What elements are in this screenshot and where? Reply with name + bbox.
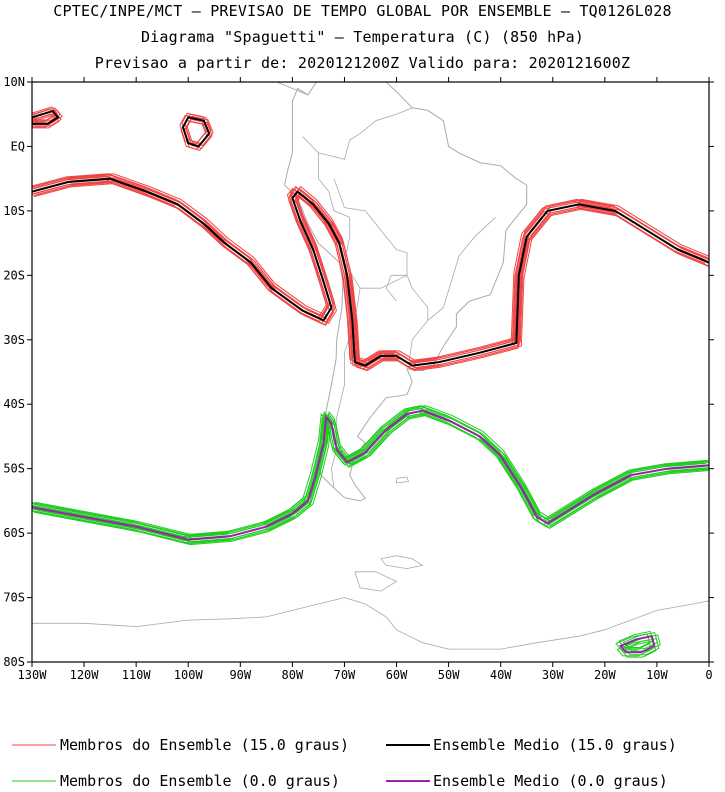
member-contour-0: [36, 413, 709, 544]
mean-contour-15: [181, 116, 211, 148]
lat-tick-label: 40S: [3, 397, 25, 411]
member-contour-15: [186, 115, 214, 146]
mean-contour-15: [32, 109, 60, 125]
lon-tick-label: 40W: [490, 668, 512, 682]
coastline-south-america: [284, 82, 528, 502]
mean-contour-0: [32, 409, 709, 541]
country-border: [427, 217, 496, 321]
legend-label-mean-0: Ensemble Medio (0.0 graus): [433, 772, 668, 790]
member-contour-15: [32, 113, 57, 128]
ensemble-mean-layer: [32, 109, 709, 654]
lat-tick-label: 20S: [3, 268, 25, 282]
member-contour-15: [32, 106, 58, 121]
country-border: [385, 274, 407, 302]
lat-tick-label: 10N: [3, 75, 25, 89]
lat-tick-label: 50S: [3, 462, 25, 476]
legend: Membros do Ensemble (15.0 graus) Ensembl…: [12, 736, 677, 790]
map-frame: [31, 81, 710, 663]
lon-tick-label: 130W: [18, 668, 48, 682]
lon-tick-label: 70W: [334, 668, 356, 682]
title-line-2: Diagrama "Spaguetti" — Temperatura (C) (…: [140, 28, 585, 46]
member-contour-15: [34, 173, 709, 362]
lat-tick-label: EQ: [11, 139, 25, 153]
map-background: [32, 82, 709, 662]
title-line-3: Previsao a partir de: 2020121200Z Valido…: [94, 54, 631, 72]
coastline-antarctic: [380, 555, 424, 570]
coastline-antarctic: [32, 610, 293, 628]
lon-tick-label: 90W: [229, 668, 251, 682]
coastline-antarctic: [292, 597, 605, 650]
member-contour-0: [621, 640, 657, 658]
coastline-antarctic: [604, 600, 709, 631]
lat-tick-label: 80S: [3, 655, 25, 669]
member-contour-0: [34, 405, 709, 536]
lon-tick-label: 80W: [282, 668, 304, 682]
coastline-antarctic: [396, 476, 410, 484]
member-contour-15: [181, 112, 209, 143]
member-contour-0: [624, 638, 660, 656]
lat-tick-label: 10S: [3, 204, 25, 218]
mean-contour-15: [32, 177, 709, 367]
lon-tick-label: 20W: [594, 668, 616, 682]
legend-label-members-0: Membros do Ensemble (0.0 graus): [60, 772, 340, 790]
lon-tick-label: 110W: [122, 668, 152, 682]
lon-tick-label: 100W: [174, 668, 204, 682]
title-line-1: CPTEC/INPE/MCT — PREVISAO DE TEMPO GLOBA…: [53, 2, 672, 20]
lon-tick-label: 30W: [542, 668, 564, 682]
lon-tick-label: 60W: [386, 668, 408, 682]
country-border: [302, 136, 351, 263]
legend-label-members-15: Membros do Ensemble (15.0 graus): [60, 736, 349, 754]
mean-contour-0: [618, 635, 656, 654]
lon-tick-label: 50W: [438, 668, 460, 682]
lon-tick-label: 0: [705, 668, 712, 682]
member-contour-15: [32, 179, 706, 368]
lat-tick-label: 30S: [3, 333, 25, 347]
lat-tick-label: 70S: [3, 591, 25, 605]
coastline-central-america: [276, 82, 309, 96]
lon-tick-label: 120W: [70, 668, 100, 682]
country-border: [344, 262, 429, 360]
member-contour-15: [32, 108, 56, 123]
coastline-antarctic: [354, 571, 398, 592]
member-contour-0: [615, 633, 651, 651]
lon-tick-label: 10W: [646, 668, 668, 682]
member-contour-15: [33, 107, 61, 122]
lat-tick-label: 60S: [3, 526, 25, 540]
country-border: [333, 178, 408, 276]
legend-label-mean-15: Ensemble Medio (15.0 graus): [433, 736, 677, 754]
country-border: [318, 107, 413, 160]
